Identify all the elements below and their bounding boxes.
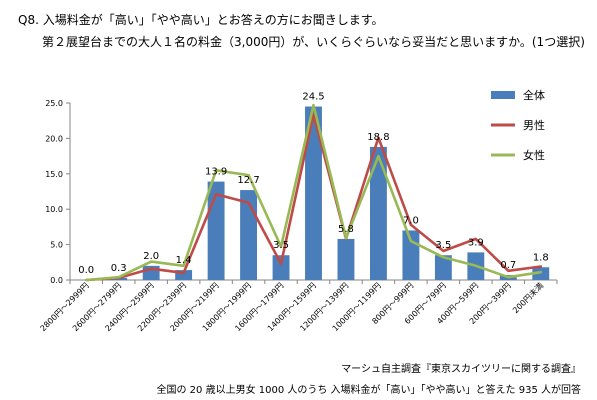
data-labels: 0.0 0.3 2.0 1.4 13.9 12.7 3.5 24.5 5.8 18.8 7.0 3.5… [78,92,548,276]
data-label: 13.9 [205,167,227,178]
chart-axes: 0.05.010.015.020.025.02800円～2999円2600円～2… [39,99,558,333]
bar [305,106,322,280]
data-label: 18.8 [367,132,389,143]
data-label: 12.7 [237,175,259,186]
data-label: 3.5 [273,240,289,251]
y-tick-label: 5.0 [50,241,63,250]
data-label: 3.9 [468,237,484,248]
footnote: 全国の 20 歳以上男女 1000 人のうち 入場料金が「高い」「やや高い」と答… [156,385,581,396]
x-tick-label: 200円未満 [510,280,545,315]
data-label: 0.0 [78,265,94,276]
data-label: 1.4 [176,255,192,266]
y-tick-label: 10.0 [45,205,63,214]
series-line-1 [84,113,543,282]
legend-label: 女性 [523,148,545,162]
data-label: 3.5 [435,240,451,251]
bar [337,238,355,280]
data-label: 2.0 [143,251,159,262]
bar [369,146,387,280]
legend-label: 男性 [523,118,545,132]
data-label: 1.8 [533,252,549,263]
data-label: 0.7 [500,260,516,271]
question-line-2: 第２展望台までの大人１名の料金（3,000円）が、いくらぐらいなら妥当だと思いま… [42,35,585,49]
data-label: 5.8 [338,224,354,235]
bar-series [110,106,550,280]
line-series [84,103,543,282]
y-tick-label: 20.0 [45,134,63,143]
y-tick-label: 15.0 [45,170,63,179]
bar [532,267,550,280]
bar [175,270,193,280]
source-note: マーシュ自主調査『東京スカイツリーに関する調査』 [341,364,581,375]
y-tick-label: 25.0 [45,99,63,108]
bar [434,255,452,280]
question-line-1: Q8. 入場料金が「高い」「やや高い」とお答えの方にお聞きします。 [18,13,384,27]
y-tick-label: 0.0 [50,276,63,285]
data-label: 24.5 [302,92,324,103]
bar [272,255,290,280]
data-label: 7.0 [403,215,419,226]
series-line-2 [84,103,543,282]
data-label: 0.3 [111,263,127,274]
legend-swatch [491,91,515,99]
legend-label: 全体 [523,88,545,102]
